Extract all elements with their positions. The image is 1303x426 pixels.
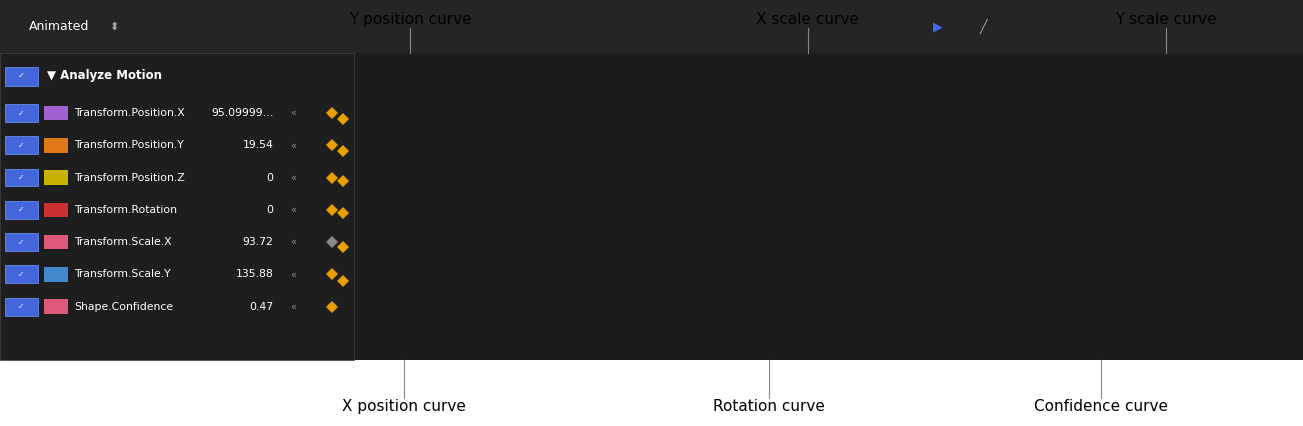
Text: 91: 91 (872, 58, 883, 67)
Text: 31: 31 (529, 58, 541, 67)
Text: Y scale curve: Y scale curve (1115, 12, 1217, 27)
Text: X scale curve: X scale curve (757, 12, 859, 27)
Bar (0, 53, 1303, 360)
Text: Transform.Position.X: Transform.Position.X (74, 108, 185, 118)
FancyBboxPatch shape (44, 203, 68, 217)
Text: X position curve: X position curve (341, 399, 466, 414)
Text: ✓: ✓ (18, 71, 25, 81)
Text: 1: 1 (361, 58, 367, 67)
Text: Transform.Scale.Y: Transform.Scale.Y (74, 269, 171, 279)
FancyBboxPatch shape (5, 104, 38, 122)
Text: 121: 121 (1041, 58, 1058, 67)
Text: «: « (291, 302, 296, 312)
Text: Confidence curve: Confidence curve (1035, 399, 1167, 414)
Text: «: « (291, 140, 296, 150)
Text: 95.09999…: 95.09999… (211, 108, 274, 118)
Text: ▶: ▶ (933, 20, 943, 33)
Text: ╱: ╱ (980, 19, 988, 34)
Text: ✓: ✓ (18, 109, 25, 118)
Bar (358, 53, 1283, 89)
Text: Transform.Rotation: Transform.Rotation (74, 205, 177, 215)
Text: Shape.Confidence: Shape.Confidence (74, 302, 173, 312)
Text: 19.54: 19.54 (242, 140, 274, 150)
Text: «: « (291, 205, 296, 215)
FancyBboxPatch shape (5, 169, 38, 187)
Text: Rotation curve: Rotation curve (713, 399, 825, 414)
Text: ▼ Analyze Motion: ▼ Analyze Motion (47, 69, 162, 82)
Text: ✓: ✓ (18, 205, 25, 214)
Text: ✓: ✓ (18, 173, 25, 182)
Text: ✓: ✓ (18, 270, 25, 279)
FancyBboxPatch shape (44, 299, 68, 314)
Text: ✓: ✓ (18, 238, 25, 247)
Text: Animated: Animated (29, 20, 89, 33)
FancyBboxPatch shape (44, 138, 68, 153)
FancyBboxPatch shape (44, 235, 68, 249)
FancyBboxPatch shape (44, 267, 68, 282)
Text: 0.47: 0.47 (249, 302, 274, 312)
Text: Transform.Position.Z: Transform.Position.Z (74, 173, 185, 183)
FancyBboxPatch shape (44, 106, 68, 120)
Text: 0: 0 (267, 173, 274, 183)
Text: ⬍: ⬍ (108, 22, 119, 32)
FancyBboxPatch shape (5, 201, 38, 219)
Text: Transform.Scale.X: Transform.Scale.X (74, 237, 172, 247)
Text: «: « (291, 173, 296, 183)
Text: «: « (291, 269, 296, 279)
FancyBboxPatch shape (5, 233, 38, 251)
FancyBboxPatch shape (44, 170, 68, 185)
FancyBboxPatch shape (5, 298, 38, 316)
Bar (0, 0, 1303, 53)
Text: 61: 61 (701, 58, 713, 67)
Text: «: « (291, 237, 296, 247)
Text: ✓: ✓ (18, 141, 25, 150)
FancyBboxPatch shape (5, 67, 38, 86)
Text: Y position curve: Y position curve (349, 12, 472, 27)
FancyBboxPatch shape (5, 265, 38, 283)
Text: ✓: ✓ (18, 302, 25, 311)
Text: Transform.Position.Y: Transform.Position.Y (74, 140, 184, 150)
Text: 0: 0 (267, 205, 274, 215)
FancyBboxPatch shape (5, 136, 38, 154)
Text: 93.72: 93.72 (242, 237, 274, 247)
Text: 135.88: 135.88 (236, 269, 274, 279)
Bar (0, 53, 354, 360)
Text: 151: 151 (1212, 58, 1229, 67)
Text: «: « (291, 108, 296, 118)
